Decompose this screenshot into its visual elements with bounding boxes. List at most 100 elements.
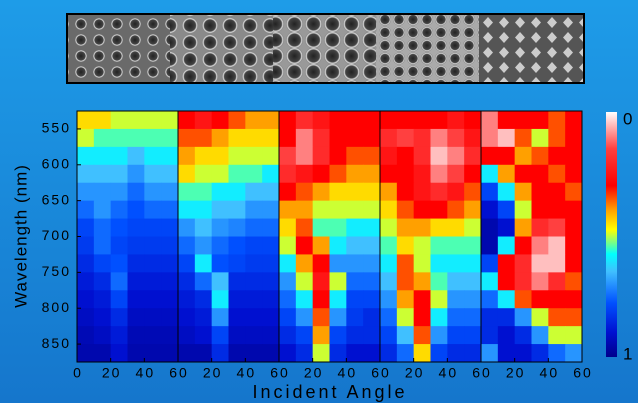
heatmap-cell [312, 344, 330, 363]
heatmap-cell [295, 218, 314, 237]
heatmap-cell [228, 236, 246, 255]
heatmap-cell [194, 146, 213, 166]
heatmap-cell [312, 290, 330, 309]
heatmap-cell [481, 272, 499, 291]
heatmap-cell [110, 218, 128, 237]
heatmap-cell [161, 254, 179, 273]
heatmap-cell [481, 290, 499, 309]
heatmap-cell [430, 236, 448, 255]
heatmap-cell [447, 344, 465, 363]
heatmap-cell [363, 164, 381, 184]
heatmap-cell [77, 200, 95, 220]
heatmap-cell [346, 254, 364, 273]
heatmap-cell [481, 111, 499, 130]
heatmap-cell [531, 326, 549, 345]
heatmap-cell [161, 164, 179, 184]
heatmap-cell [245, 272, 263, 291]
heatmap-cell [514, 200, 532, 220]
heatmap-cell [548, 326, 566, 345]
heatmap-cell [228, 308, 246, 327]
heatmap-cell [430, 146, 448, 166]
heatmap-cell [497, 182, 516, 202]
heatmap-cell [413, 326, 431, 345]
heatmap-cell [380, 146, 398, 166]
heatmap-cell [396, 344, 415, 363]
heatmap-cell [430, 128, 448, 148]
heatmap-cell [329, 218, 347, 237]
heatmap-cell [514, 128, 532, 148]
heatmap-cell [346, 128, 364, 148]
heatmap-cell [127, 218, 145, 237]
heatmap-cell [127, 344, 145, 363]
heatmap-cell [262, 290, 280, 309]
heatmap-cell [413, 236, 431, 255]
heatmap-cell [295, 146, 314, 166]
heatmap-cell [161, 326, 179, 345]
heatmap-cell [110, 290, 128, 309]
heatmap-cell [363, 146, 381, 166]
heatmap-cell [413, 164, 431, 184]
heatmap-cell [514, 182, 532, 202]
heatmap-cell [211, 326, 229, 345]
heatmap-cell [481, 254, 499, 273]
heatmap-cell [329, 236, 347, 255]
heatmap-cell [295, 111, 314, 130]
heatmap-cell [194, 254, 213, 273]
heatmap-cell [329, 272, 347, 291]
heatmap-cell [380, 182, 398, 202]
heatmap-cell [447, 218, 465, 237]
x-tick-label: 20 [102, 365, 122, 381]
heatmap-cell [396, 146, 415, 166]
heatmap-cell [228, 326, 246, 345]
heatmap-cell [77, 182, 95, 202]
heatmap-cell [211, 254, 229, 273]
heatmap-cell [262, 200, 280, 220]
heatmap-cell [380, 326, 398, 345]
heatmap-cell [565, 326, 583, 345]
heatmap-cell [548, 164, 566, 184]
heatmap-cell [93, 182, 112, 202]
heatmap-cell [531, 218, 549, 237]
heatmap-cell [110, 326, 128, 345]
heatmap-cell [363, 111, 381, 130]
heatmap-cell [194, 290, 213, 309]
heatmap-cell [161, 290, 179, 309]
heatmap-cell [211, 146, 229, 166]
heatmap-cell [548, 146, 566, 166]
heatmap-cell [447, 308, 465, 327]
heatmap-cell [127, 182, 145, 202]
heatmap-cell [380, 290, 398, 309]
heatmap-cell [531, 272, 549, 291]
heatmap-cell [497, 290, 516, 309]
heatmap-cell [144, 254, 162, 273]
heatmap-cell [312, 218, 330, 237]
heatmap-cell [481, 236, 499, 255]
heatmap-cell [228, 182, 246, 202]
heatmap-cell [161, 236, 179, 255]
heatmap-cell [262, 344, 280, 363]
heatmap-cell [312, 272, 330, 291]
heatmap-cell [396, 111, 415, 130]
heatmap-cell [363, 344, 381, 363]
heatmap-cell [93, 290, 112, 309]
heatmap-cell [279, 290, 297, 309]
heatmap-cell [127, 146, 145, 166]
heatmap-cell [245, 164, 263, 184]
heatmap-cell [396, 200, 415, 220]
heatmap-cell [110, 272, 128, 291]
heatmap-cell [447, 182, 465, 202]
heatmap-cell [144, 236, 162, 255]
heatmap-cell [77, 290, 95, 309]
heatmap-cell [161, 128, 179, 148]
heatmap-cell [413, 254, 431, 273]
heatmap-cell [481, 200, 499, 220]
heatmap-cell [228, 290, 246, 309]
heatmap-cell [262, 164, 280, 184]
heatmap-cell [548, 111, 566, 130]
heatmap-cell [464, 326, 482, 345]
heatmap-cell [514, 218, 532, 237]
heatmap-cell [161, 182, 179, 202]
heatmap-cell [430, 344, 448, 363]
x-tick-label: 60 [270, 365, 290, 381]
